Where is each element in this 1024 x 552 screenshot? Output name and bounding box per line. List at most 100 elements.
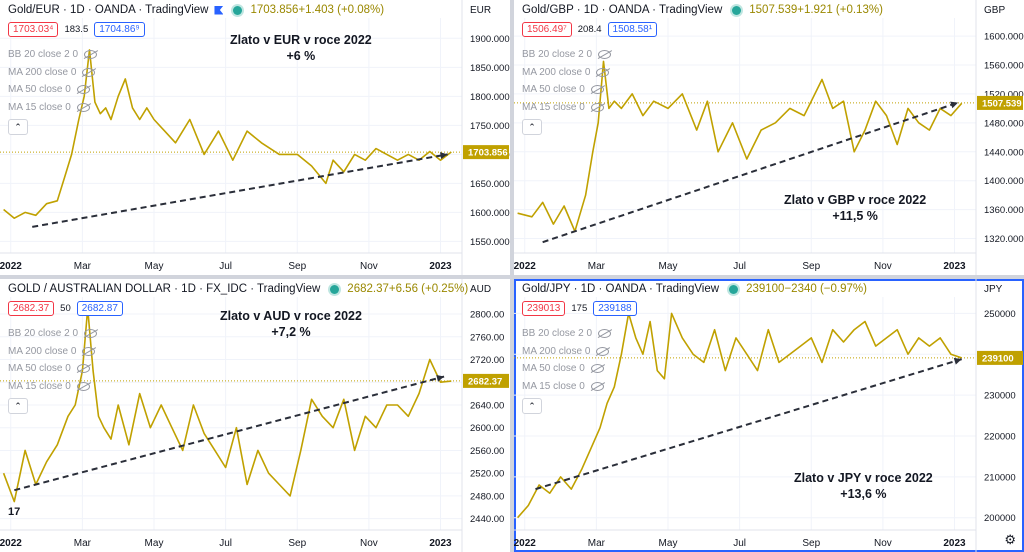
indicator-row[interactable]: MA 50 close 0 xyxy=(522,81,611,99)
axis-unit-label: EUR xyxy=(470,5,492,16)
collapse-legend-button[interactable]: ⌃ xyxy=(522,398,542,414)
buy-price-box[interactable]: 1704.86⁹ xyxy=(94,22,145,37)
y-tick-label: 1650.000 xyxy=(470,179,510,190)
collapse-legend-button[interactable]: ⌃ xyxy=(8,119,28,135)
indicator-row[interactable]: MA 15 close 0 xyxy=(8,99,97,117)
y-tick-label: 1600.000 xyxy=(470,208,510,219)
indicator-row[interactable]: BB 20 close 2 0 xyxy=(522,46,612,64)
eye-hidden-icon[interactable] xyxy=(84,329,98,339)
chart-panel-jpy[interactable]: 2000002100002200002300002400002500002022… xyxy=(514,279,1024,552)
gear-icon[interactable]: ⚙ xyxy=(1004,532,1016,547)
eye-hidden-icon[interactable] xyxy=(598,329,612,339)
price-series-line xyxy=(3,49,452,219)
x-tick-label: Jul xyxy=(733,261,746,272)
tradingview-logo-icon[interactable]: 17 xyxy=(8,506,21,518)
symbol-title: GOLD / AUSTRALIAN DOLLAR · 1D · FX_IDC ·… xyxy=(8,283,321,295)
last-price: 1507.539 xyxy=(749,4,798,16)
sell-price-box[interactable]: 1506.49⁷ xyxy=(522,22,572,37)
sell-price-box[interactable]: 2682.37 xyxy=(8,301,55,316)
eye-hidden-icon[interactable] xyxy=(596,346,610,356)
y-tick-label: 2480.00 xyxy=(470,491,504,502)
indicator-label: MA 200 close 0 xyxy=(522,66,591,78)
trend-line xyxy=(542,101,959,244)
x-tick-label: 2023 xyxy=(429,538,452,549)
collapse-legend-button[interactable]: ⌃ xyxy=(8,398,28,414)
indicator-legend: BB 20 close 2 0 MA 200 close 0 MA 50 close… xyxy=(8,46,98,135)
indicator-label: BB 20 close 2 0 xyxy=(522,49,593,60)
eye-hidden-icon[interactable] xyxy=(590,364,604,374)
buy-price-box[interactable]: 2682.87 xyxy=(76,301,123,316)
quote-row: 1506.49⁷ 208.4 1508.58¹ xyxy=(522,22,658,37)
indicator-row[interactable]: MA 200 close 0 xyxy=(8,343,97,361)
y-tick-label: 1900.000 xyxy=(470,34,510,45)
annotation-line: Zlato v EUR v roce 2022 xyxy=(230,33,372,47)
chart-panel-aud[interactable]: 2440.00 2480.00 2520.00 2560.00 2600.00 2640.… xyxy=(0,279,510,552)
annotation-text: Zlato v EUR v roce 2022 +6 % xyxy=(230,32,372,64)
eye-hidden-icon[interactable] xyxy=(598,50,612,60)
eye-hidden-icon[interactable] xyxy=(596,67,610,77)
symbol-title: Gold/GBP · 1D · OANDA · TradingView xyxy=(522,4,723,16)
last-price: 1703.856 xyxy=(250,4,299,16)
eye-hidden-icon[interactable] xyxy=(76,381,90,391)
collapse-legend-button[interactable]: ⌃ xyxy=(522,119,542,135)
price-label-box xyxy=(977,95,1023,110)
indicator-row[interactable]: MA 15 close 0 xyxy=(522,378,611,396)
indicator-row[interactable]: MA 50 close 0 xyxy=(8,81,97,99)
price-label-box xyxy=(463,145,509,160)
sell-price-box[interactable]: 1703.03⁴ xyxy=(8,22,59,37)
eye-hidden-icon[interactable] xyxy=(76,85,90,95)
indicator-label: MA 15 close 0 xyxy=(522,101,585,113)
eye-hidden-icon[interactable] xyxy=(590,102,604,112)
y-tick-label: 2800.00 xyxy=(470,310,504,321)
annotation-text: Zlato v GBP v roce 2022 +11,5 % xyxy=(784,192,926,224)
indicator-row[interactable]: BB 20 close 2 0 xyxy=(8,325,98,343)
eye-hidden-icon[interactable] xyxy=(76,102,90,112)
indicator-label: MA 200 close 0 xyxy=(522,345,591,357)
x-tick-label: Nov xyxy=(360,261,378,272)
y-tick-label: 2720.00 xyxy=(470,355,504,366)
y-tick-label: 2440.00 xyxy=(470,514,504,525)
indicator-row[interactable]: MA 15 close 0 xyxy=(8,378,97,396)
indicator-row[interactable]: MA 15 close 0 xyxy=(522,99,611,117)
buy-price-box[interactable]: 239188 xyxy=(593,301,637,316)
x-tick-label: Sep xyxy=(288,261,306,272)
annotation-line: Zlato v GBP v roce 2022 xyxy=(784,193,927,207)
annotation-line: Zlato v AUD v roce 2022 xyxy=(220,309,362,323)
indicator-row[interactable]: MA 50 close 0 xyxy=(8,360,97,378)
eye-hidden-icon[interactable] xyxy=(76,364,90,374)
eye-hidden-icon[interactable] xyxy=(82,67,96,77)
quote-row: 1703.03⁴ 183.5 1704.86⁹ xyxy=(8,22,145,37)
eye-hidden-icon[interactable] xyxy=(590,85,604,95)
indicator-row[interactable]: MA 50 close 0 xyxy=(522,360,611,378)
buy-price-box[interactable]: 1508.58¹ xyxy=(607,22,658,37)
y-tick-label: 1560.000 xyxy=(984,61,1024,72)
y-tick-label: 1750.000 xyxy=(470,121,510,132)
indicator-row[interactable]: MA 200 close 0 xyxy=(8,64,97,82)
x-tick-label: 2023 xyxy=(429,261,452,272)
quote-row: 2682.37 50 2682.87 xyxy=(8,301,123,316)
spread-value: 183.5 xyxy=(64,24,89,35)
chart-header: Gold/JPY · 1D · OANDA · TradingView 23910… xyxy=(522,283,867,295)
sell-price-box[interactable]: 239013 xyxy=(522,301,566,316)
y-tick-label: 1800.000 xyxy=(470,92,510,103)
chart-panel-gbp[interactable]: 1320.000 1360.000 1400.000 1440.000 1480.000… xyxy=(514,0,1024,275)
chart-panel-eur[interactable]: 1550.0001600.0001650.0001700.0001750.000… xyxy=(0,0,510,275)
indicator-row[interactable]: MA 200 close 0 xyxy=(522,343,611,361)
indicator-row[interactable]: BB 20 close 2 0 xyxy=(522,325,612,343)
eye-hidden-icon[interactable] xyxy=(590,381,604,391)
annotation-line: Zlato v JPY v roce 2022 xyxy=(794,471,933,485)
eye-hidden-icon[interactable] xyxy=(84,50,98,60)
market-status-icon xyxy=(330,284,340,294)
indicator-row[interactable]: BB 20 close 2 0 xyxy=(8,46,98,64)
symbol-title: Gold/EUR · 1D · OANDA · TradingView xyxy=(8,4,209,16)
flag-icon[interactable] xyxy=(214,5,224,15)
indicator-row[interactable]: MA 200 close 0 xyxy=(522,64,611,82)
indicator-label: MA 15 close 0 xyxy=(522,380,585,392)
price-series-line xyxy=(516,312,962,519)
x-tick-label: Mar xyxy=(588,261,606,272)
price-label-text: 1507.539 xyxy=(982,98,1022,109)
indicator-label: MA 15 close 0 xyxy=(8,101,71,113)
y-tick-label: 2640.00 xyxy=(470,400,504,411)
eye-hidden-icon[interactable] xyxy=(82,346,96,356)
y-tick-label: 1320.000 xyxy=(984,234,1024,245)
